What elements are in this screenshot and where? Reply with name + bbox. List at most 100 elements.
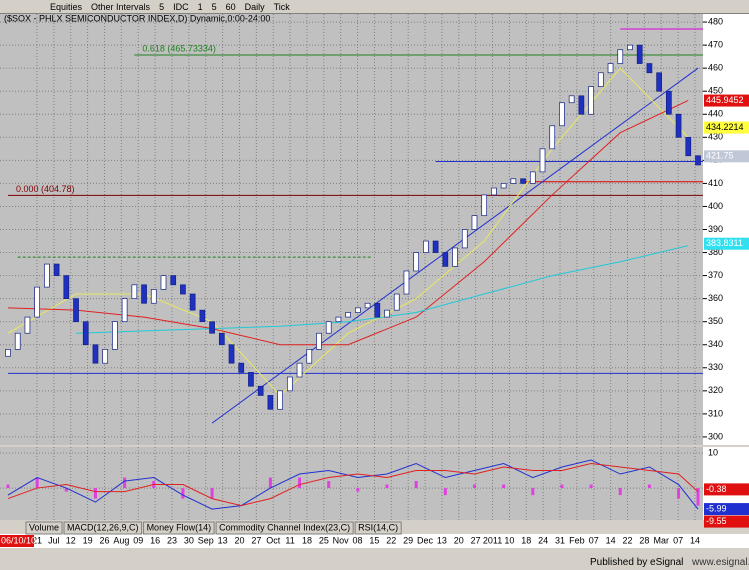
x-tick-label: 22: [623, 535, 633, 545]
candle: [150, 289, 157, 304]
macd-line: [7, 459, 699, 510]
candle: [510, 178, 517, 184]
toolbar-item[interactable]: 5: [211, 1, 217, 12]
x-tick-label: Oct: [266, 535, 281, 545]
tab[interactable]: RSI(14,C): [358, 522, 398, 532]
candle: [665, 90, 672, 115]
x-tick-label: 14: [606, 535, 616, 545]
level-label: 0.618 (465.73334): [142, 43, 216, 53]
y-tick-label: 300: [708, 431, 723, 441]
x-tick-label: 13: [218, 535, 228, 545]
toolbar-item[interactable]: Tick: [273, 1, 290, 12]
candle: [675, 113, 682, 138]
candle: [257, 385, 264, 396]
toolbar-item[interactable]: 5: [159, 1, 165, 12]
price-marker-label: -5.99: [706, 503, 727, 513]
x-tick-label: 18: [302, 535, 312, 545]
candle: [228, 344, 235, 364]
histogram-bar: [647, 484, 651, 489]
candle: [335, 316, 342, 323]
candle: [617, 49, 624, 64]
candle: [529, 171, 536, 184]
moving-average: [7, 67, 689, 397]
histogram-bar: [35, 477, 39, 489]
toolbar-item[interactable]: Equities: [50, 1, 83, 12]
candle: [92, 344, 99, 364]
y-tick-label: 10: [708, 447, 718, 457]
candle: [549, 125, 556, 150]
x-tick-label: 27: [251, 535, 261, 545]
price-marker: [704, 515, 749, 528]
x-tick-label: 2011: [483, 535, 502, 545]
candle: [53, 263, 60, 276]
candle: [364, 302, 371, 309]
price-marker-label: 383.8311: [706, 238, 743, 248]
y-tick-label: 410: [708, 178, 723, 188]
tab[interactable]: MACD(12,26,9,C): [67, 522, 139, 532]
price-marker: [704, 237, 749, 250]
tab[interactable]: Money Flow(14): [147, 522, 212, 532]
x-tick-label: 19: [83, 535, 93, 545]
histogram-bar: [560, 484, 564, 489]
y-tick-label: 370: [708, 270, 723, 280]
candle: [559, 102, 565, 127]
candle: [646, 63, 653, 74]
x-tick-label: 25: [319, 535, 329, 545]
histogram-bar: [414, 481, 418, 489]
candle: [121, 298, 128, 323]
x-tick-label: 18: [521, 535, 531, 545]
candle: [267, 395, 274, 410]
price-marker-label: 434.2214: [706, 122, 744, 132]
tab-frame: [25, 521, 63, 535]
candle: [44, 263, 50, 288]
histogram-bar: [385, 484, 389, 489]
candle: [102, 349, 109, 364]
candle: [34, 286, 41, 318]
candle: [248, 372, 254, 387]
candle: [63, 275, 70, 299]
x-tick-label: 09: [133, 535, 143, 545]
histogram-bar: [531, 488, 535, 496]
candle: [112, 321, 118, 350]
y-tick-label: 480: [708, 16, 723, 26]
y-tick-label: 330: [708, 362, 723, 372]
candle: [218, 332, 225, 346]
y-tick-label: 430: [708, 132, 723, 142]
candle: [286, 376, 293, 392]
moving-average: [76, 245, 689, 334]
toolbar-item[interactable]: 1: [197, 1, 203, 12]
candle: [209, 321, 215, 334]
x-tick-label: 31: [555, 535, 565, 545]
tab[interactable]: Volume: [29, 522, 59, 532]
trendline: [211, 67, 699, 424]
x-tick-label: 22: [386, 535, 396, 545]
y-tick-label: 340: [708, 339, 723, 349]
y-tick-label: 320: [708, 385, 723, 395]
candle: [393, 293, 400, 311]
level-label: 0.000 (404.78): [16, 184, 75, 194]
candle: [442, 252, 449, 267]
toolbar-item[interactable]: 60: [225, 1, 236, 12]
histogram-bar: [677, 488, 681, 499]
candle: [607, 63, 614, 74]
candle: [277, 390, 283, 410]
candle: [141, 284, 147, 304]
toolbar-item[interactable]: IDC: [173, 1, 189, 12]
price-marker-label: 421.75: [706, 151, 734, 161]
x-tick-label: Feb: [569, 535, 585, 545]
histogram-bar: [210, 488, 214, 499]
candle: [189, 293, 196, 311]
toolbar-item[interactable]: Other Intervals: [91, 1, 151, 12]
candle: [539, 148, 546, 173]
chart-title: ($SOX - PHLX SEMICONDUCTOR INDEX,D) Dyna…: [4, 13, 270, 23]
tab[interactable]: Commodity Channel Index(23,C): [219, 522, 350, 532]
tab-frame: [215, 521, 354, 535]
candle: [461, 229, 468, 249]
candle: [636, 44, 643, 64]
candle: [432, 240, 439, 253]
x-tick-label: 28: [639, 535, 649, 545]
price-axis: [703, 14, 749, 445]
macd-line: [7, 462, 699, 507]
toolbar-item[interactable]: Daily: [244, 1, 265, 12]
y-tick-label: 400: [708, 201, 723, 211]
